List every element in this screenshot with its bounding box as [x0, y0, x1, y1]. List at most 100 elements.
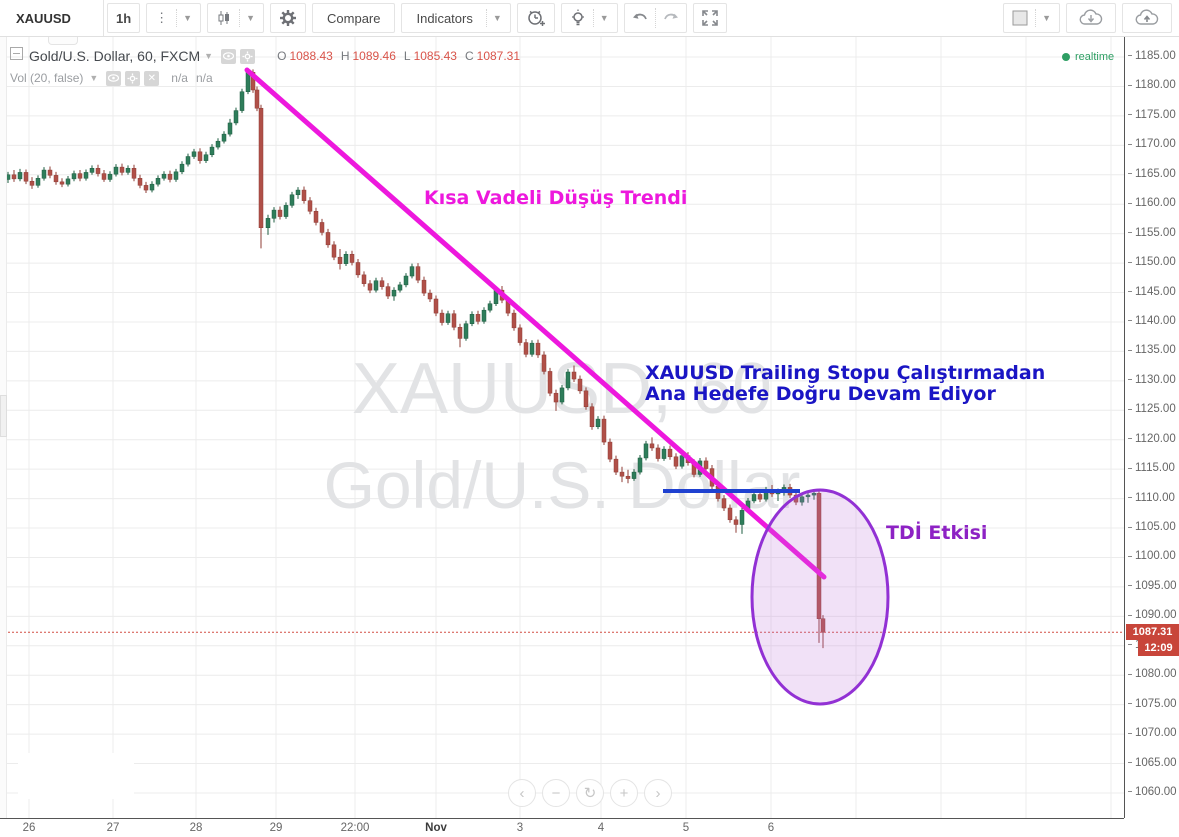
cloud-download-icon	[1079, 9, 1103, 27]
price-tick-label: 1160.00	[1128, 197, 1176, 209]
volume-study-label[interactable]: Vol (20, false)	[10, 71, 84, 85]
gear-icon	[279, 9, 297, 27]
chevron-down-icon: ▼	[592, 9, 609, 27]
lightbulb-icon	[570, 9, 586, 27]
time-tick-label: 26	[22, 822, 36, 834]
volume-ma-value: n/a	[195, 71, 213, 85]
volume-value: n/a	[171, 71, 188, 85]
toolbar-collapse-tab[interactable]	[48, 37, 78, 45]
gear-icon[interactable]	[125, 70, 141, 86]
time-tick-label: 29	[269, 822, 283, 834]
realtime-status: realtime	[1062, 51, 1114, 63]
time-tick-label: 22:00	[340, 822, 370, 834]
whiteout-patch	[18, 753, 134, 799]
reset-chart-button[interactable]: ↻	[576, 779, 604, 807]
time-tick-label: 3	[516, 822, 524, 834]
chart-style-button[interactable]: ▼	[207, 3, 265, 33]
scroll-left-button[interactable]: ‹	[508, 779, 536, 807]
chevron-down-icon: ▼	[239, 9, 255, 27]
cloud-upload-icon	[1135, 9, 1159, 27]
layout-button[interactable]: ▼	[1003, 3, 1060, 33]
compare-button[interactable]: Compare	[312, 3, 396, 33]
indicators-label: Indicators	[416, 10, 473, 26]
price-tick-label: 1125.00	[1128, 403, 1176, 415]
candlestick-icon	[216, 10, 232, 26]
symbol-input[interactable]: XAUUSD	[4, 0, 104, 36]
price-tick-label: 1065.00	[1128, 757, 1177, 769]
bar-countdown-tag: 12:09	[1138, 640, 1179, 657]
scroll-right-button[interactable]: ›	[644, 779, 672, 807]
collapse-legend-icon[interactable]	[10, 47, 23, 65]
top-toolbar: XAUUSD 1h ⋮ ▼ ▼	[0, 0, 1179, 37]
chart-properties-button[interactable]	[270, 3, 307, 33]
zoom-out-button[interactable]: −	[542, 779, 570, 807]
chart-nav-controls: ‹ − ↻ + ›	[505, 779, 675, 807]
tdi-ellipse[interactable]	[750, 488, 890, 706]
grid	[0, 37, 1124, 818]
price-tick-label: 1130.00	[1128, 374, 1176, 386]
load-layout-button[interactable]	[1066, 3, 1116, 33]
annotation-trailing-stop-label[interactable]: XAUUSD Trailing Stopu Çalıştırmadan Ana …	[645, 363, 1045, 405]
time-axis[interactable]: 26 27 28 29 22:00 Nov 3 4 5 6	[0, 818, 1124, 837]
price-tick-label: 1115.00	[1128, 462, 1175, 474]
interval-menu-button[interactable]: ⋮ ▼	[146, 3, 202, 33]
annotation-downtrend-label[interactable]: Kısa Vadeli Düşüş Trendi	[424, 187, 688, 209]
interval-button[interactable]: 1h	[107, 3, 141, 33]
price-tick-label: 1180.00	[1128, 79, 1176, 91]
zoom-in-button[interactable]: +	[610, 779, 638, 807]
ohlc-values: O 1088.43 H 1089.46 L 1085.43 C 1087.31	[277, 49, 521, 63]
eye-icon[interactable]	[221, 48, 237, 64]
price-tick-label: 1165.00	[1128, 168, 1176, 180]
series-title[interactable]: Gold/U.S. Dollar, 60, FXCM	[29, 48, 201, 64]
chevron-down-icon[interactable]: ▼	[204, 51, 214, 61]
price-tick-label: 1175.00	[1128, 109, 1176, 121]
close-icon[interactable]: ✕	[144, 70, 160, 86]
redo-button[interactable]	[656, 8, 686, 28]
price-tick-label: 1170.00	[1128, 138, 1176, 150]
time-tick-label: Nov	[425, 822, 447, 834]
eye-icon[interactable]	[106, 70, 122, 86]
gear-icon[interactable]	[240, 48, 256, 64]
chevron-down-icon: ▼	[1035, 9, 1051, 27]
price-tick-label: 1075.00	[1128, 698, 1177, 710]
price-tick-label: 1095.00	[1128, 580, 1177, 592]
ideas-button[interactable]: ▼	[560, 3, 618, 33]
price-tick-label: 1080.00	[1128, 668, 1177, 680]
price-tick-label: 1060.00	[1128, 786, 1177, 798]
price-tick-label: 1070.00	[1128, 727, 1177, 739]
price-tick-label: 1100.00	[1128, 550, 1176, 562]
time-tick-label: 5	[682, 822, 690, 834]
price-tick-label: 1105.00	[1128, 521, 1176, 533]
time-tick-label: 4	[597, 822, 605, 834]
realtime-label: realtime	[1075, 51, 1115, 63]
price-tick-label: 1155.00	[1128, 227, 1176, 239]
price-tick-label: 1145.00	[1128, 286, 1176, 298]
chevron-down-icon: ▼	[176, 9, 192, 27]
indicators-button[interactable]: Indicators ▼	[401, 3, 511, 33]
save-layout-button[interactable]	[1122, 3, 1172, 33]
annotation-tdi-label[interactable]: TDİ Etkisi	[886, 522, 988, 544]
annotation-line-2: Ana Hedefe Doğru Devam Ediyor	[645, 383, 996, 405]
candles[interactable]	[0, 68, 826, 649]
left-toolbar-handle[interactable]	[0, 395, 7, 437]
volume-study-row[interactable]: Vol (20, false) ▼ ✕ n/a n/a	[10, 67, 520, 89]
time-tick-label: 27	[106, 822, 120, 834]
main-series-row[interactable]: Gold/U.S. Dollar, 60, FXCM ▼ O 1088	[10, 45, 520, 67]
add-alert-button[interactable]	[516, 3, 555, 33]
chevron-down-icon[interactable]: ▼	[89, 73, 99, 83]
price-tick-label: 1140.00	[1128, 315, 1176, 327]
chevron-down-icon: ▼	[485, 9, 502, 27]
price-tick-label: 1150.00	[1128, 256, 1176, 268]
time-tick-label: 6	[767, 822, 775, 834]
price-axis[interactable]: 1185.00 1180.00 1175.00 1170.00 1165.00 1160.…	[1124, 37, 1179, 818]
realtime-dot-icon	[1062, 53, 1070, 61]
fullscreen-button[interactable]	[692, 3, 727, 33]
undo-button[interactable]	[625, 8, 656, 28]
chart-legend: Gold/U.S. Dollar, 60, FXCM ▼ O 1088	[10, 45, 520, 89]
current-price-tag: 1087.31	[1126, 624, 1179, 641]
price-tick-label: 1110.00	[1128, 492, 1175, 504]
price-tick-label: 1120.00	[1128, 433, 1176, 445]
